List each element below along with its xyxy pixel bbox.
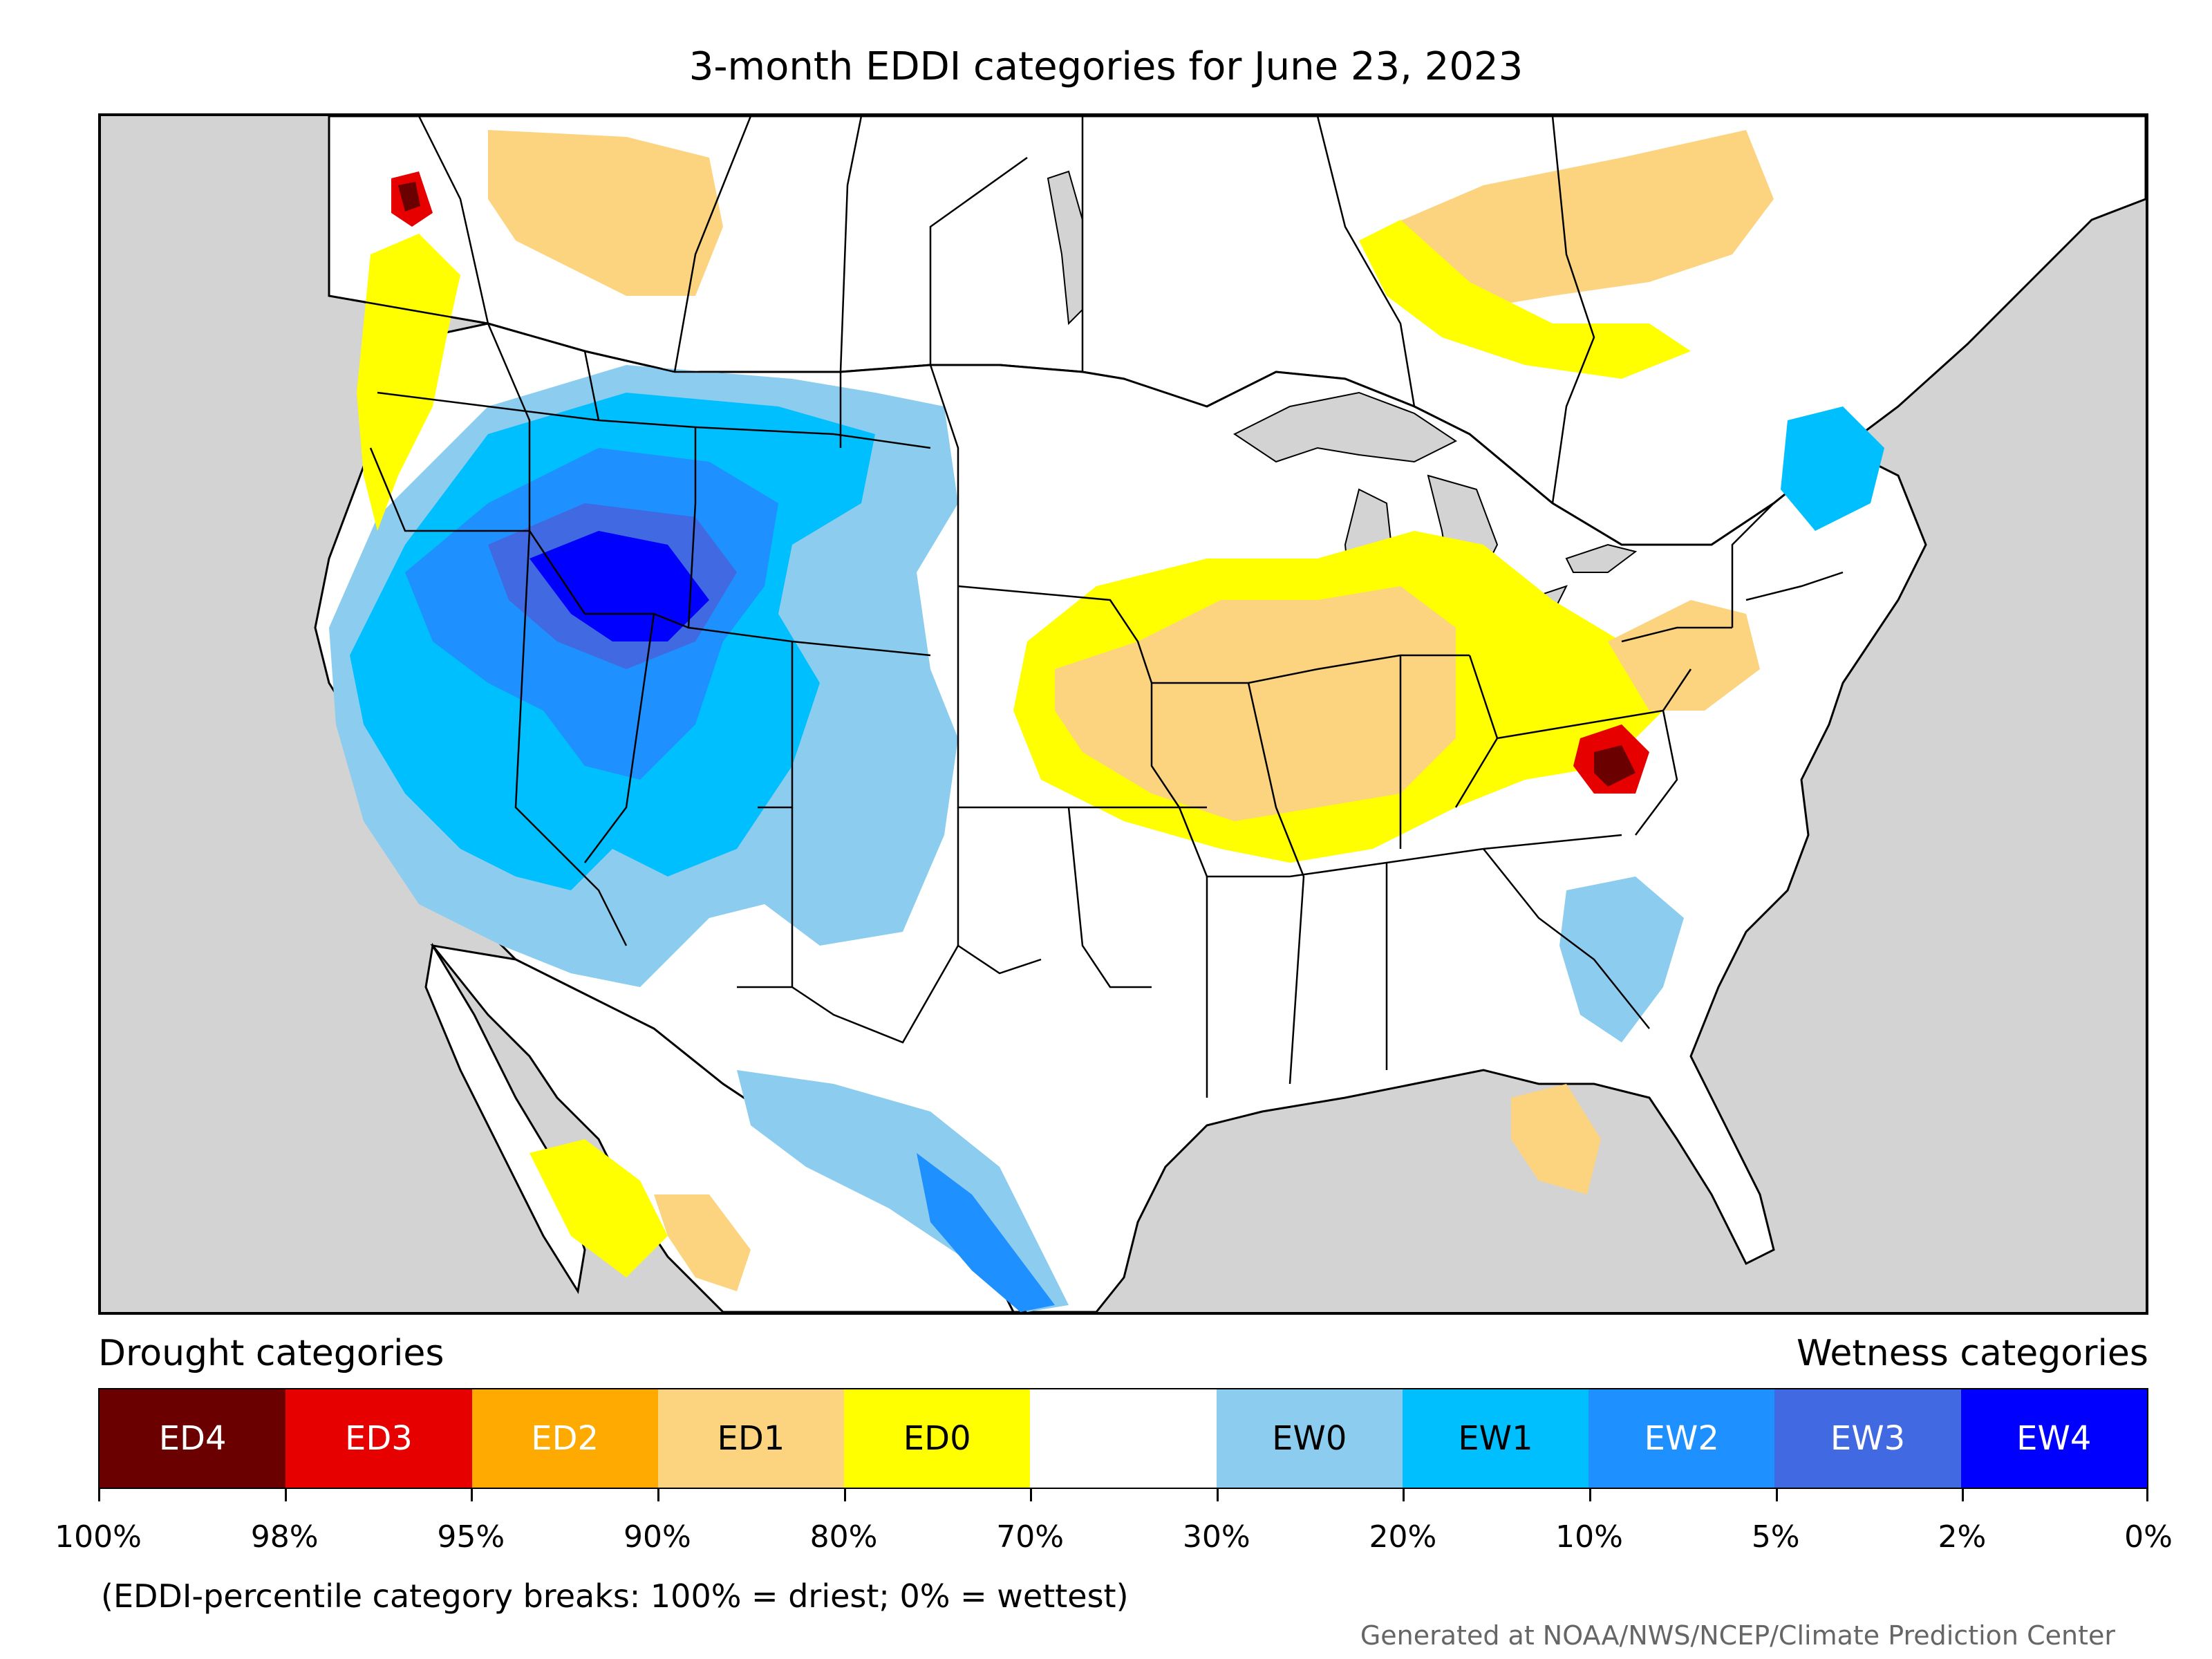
legend-tick-label: 95% xyxy=(437,1519,505,1555)
drought-categories-title: Drought categories xyxy=(98,1333,444,1374)
ed1-midwest xyxy=(1055,586,1456,821)
legend-tick-label: 20% xyxy=(1369,1519,1437,1555)
ed0-northwest xyxy=(357,234,460,531)
legend-swatch-ed2: ED2 xyxy=(471,1389,658,1488)
ed0-mexico xyxy=(529,1139,668,1277)
legend-tick xyxy=(1962,1489,1965,1501)
category-legend-bar: ED4 ED3 ED2 ED1 ED0 EW0 EW1 EW2 EW3 EW4 xyxy=(98,1388,2148,1489)
eddi-category-regions xyxy=(329,130,1884,1312)
legend-tick xyxy=(284,1489,287,1501)
eddi-map xyxy=(98,113,2148,1315)
legend-tick-label: 0% xyxy=(2124,1519,2173,1555)
legend-tick-label: 30% xyxy=(1182,1519,1250,1555)
legend-swatch-ew3: EW3 xyxy=(1774,1389,1961,1488)
legend-tick-label: 80% xyxy=(809,1519,878,1555)
baja-california xyxy=(424,942,586,1295)
legend-swatch-ed4: ED4 xyxy=(100,1389,286,1488)
legend-swatch-normal xyxy=(1030,1389,1217,1488)
legend-tick xyxy=(1030,1489,1033,1501)
legend-swatch-ew4: EW4 xyxy=(1960,1389,2147,1488)
legend-swatch-ew2: EW2 xyxy=(1588,1389,1775,1488)
credit-text: Generated at NOAA/NWS/NCEP/Climate Predi… xyxy=(1360,1620,2115,1651)
ew4-region xyxy=(529,531,709,641)
legend-swatch-ew0: EW0 xyxy=(1216,1389,1403,1488)
legend-tick xyxy=(843,1489,846,1501)
legend-swatch-ed0: ED0 xyxy=(844,1389,1031,1488)
ew0-southeast xyxy=(1559,877,1684,1042)
ed1-florida xyxy=(1511,1084,1601,1194)
legend-ticks xyxy=(98,1489,2148,1503)
percentile-note: (EDDI-percentile category breaks: 100% =… xyxy=(101,1577,1129,1615)
legend-tick xyxy=(98,1489,100,1501)
legend-tick-label: 2% xyxy=(1938,1519,1987,1555)
wetness-categories-title: Wetness categories xyxy=(1797,1333,2148,1374)
legend-tick xyxy=(471,1489,474,1501)
ed0-quebec xyxy=(1359,220,1691,379)
ed1-quebec xyxy=(1387,130,1774,310)
lake-superior xyxy=(1233,391,1457,463)
legend-swatch-ew1: EW1 xyxy=(1402,1389,1589,1488)
ed4-virginia xyxy=(1594,745,1635,787)
ed1-northwest xyxy=(488,130,723,296)
legend-tick xyxy=(1403,1489,1405,1501)
legend-tick-label: 70% xyxy=(996,1519,1065,1555)
legend-swatch-ed1: ED1 xyxy=(657,1389,845,1488)
map-canvas xyxy=(314,116,2146,1312)
legend-tick xyxy=(657,1489,659,1501)
ed4-northwest xyxy=(398,182,420,212)
legend-tick xyxy=(2146,1489,2148,1501)
legend-tick xyxy=(1775,1489,1778,1501)
legend-tick-label: 98% xyxy=(250,1519,319,1555)
legend-tick xyxy=(1216,1489,1219,1501)
legend-tick-label: 90% xyxy=(624,1519,691,1555)
legend-tick-label: 100% xyxy=(55,1519,142,1555)
lake-ontario xyxy=(1565,543,1638,573)
legend-tick xyxy=(1589,1489,1592,1501)
legend-tick-label: 10% xyxy=(1555,1519,1623,1555)
political-borders xyxy=(328,116,1844,1098)
legend-tick-label: 5% xyxy=(1751,1519,1800,1555)
map-title: 3-month EDDI categories for June 23, 202… xyxy=(688,44,1524,89)
legend-swatch-ed3: ED3 xyxy=(285,1389,472,1488)
ed1-mexico xyxy=(654,1194,751,1291)
ew2-texas xyxy=(917,1153,1055,1312)
ew1-newengland xyxy=(1781,406,1884,531)
